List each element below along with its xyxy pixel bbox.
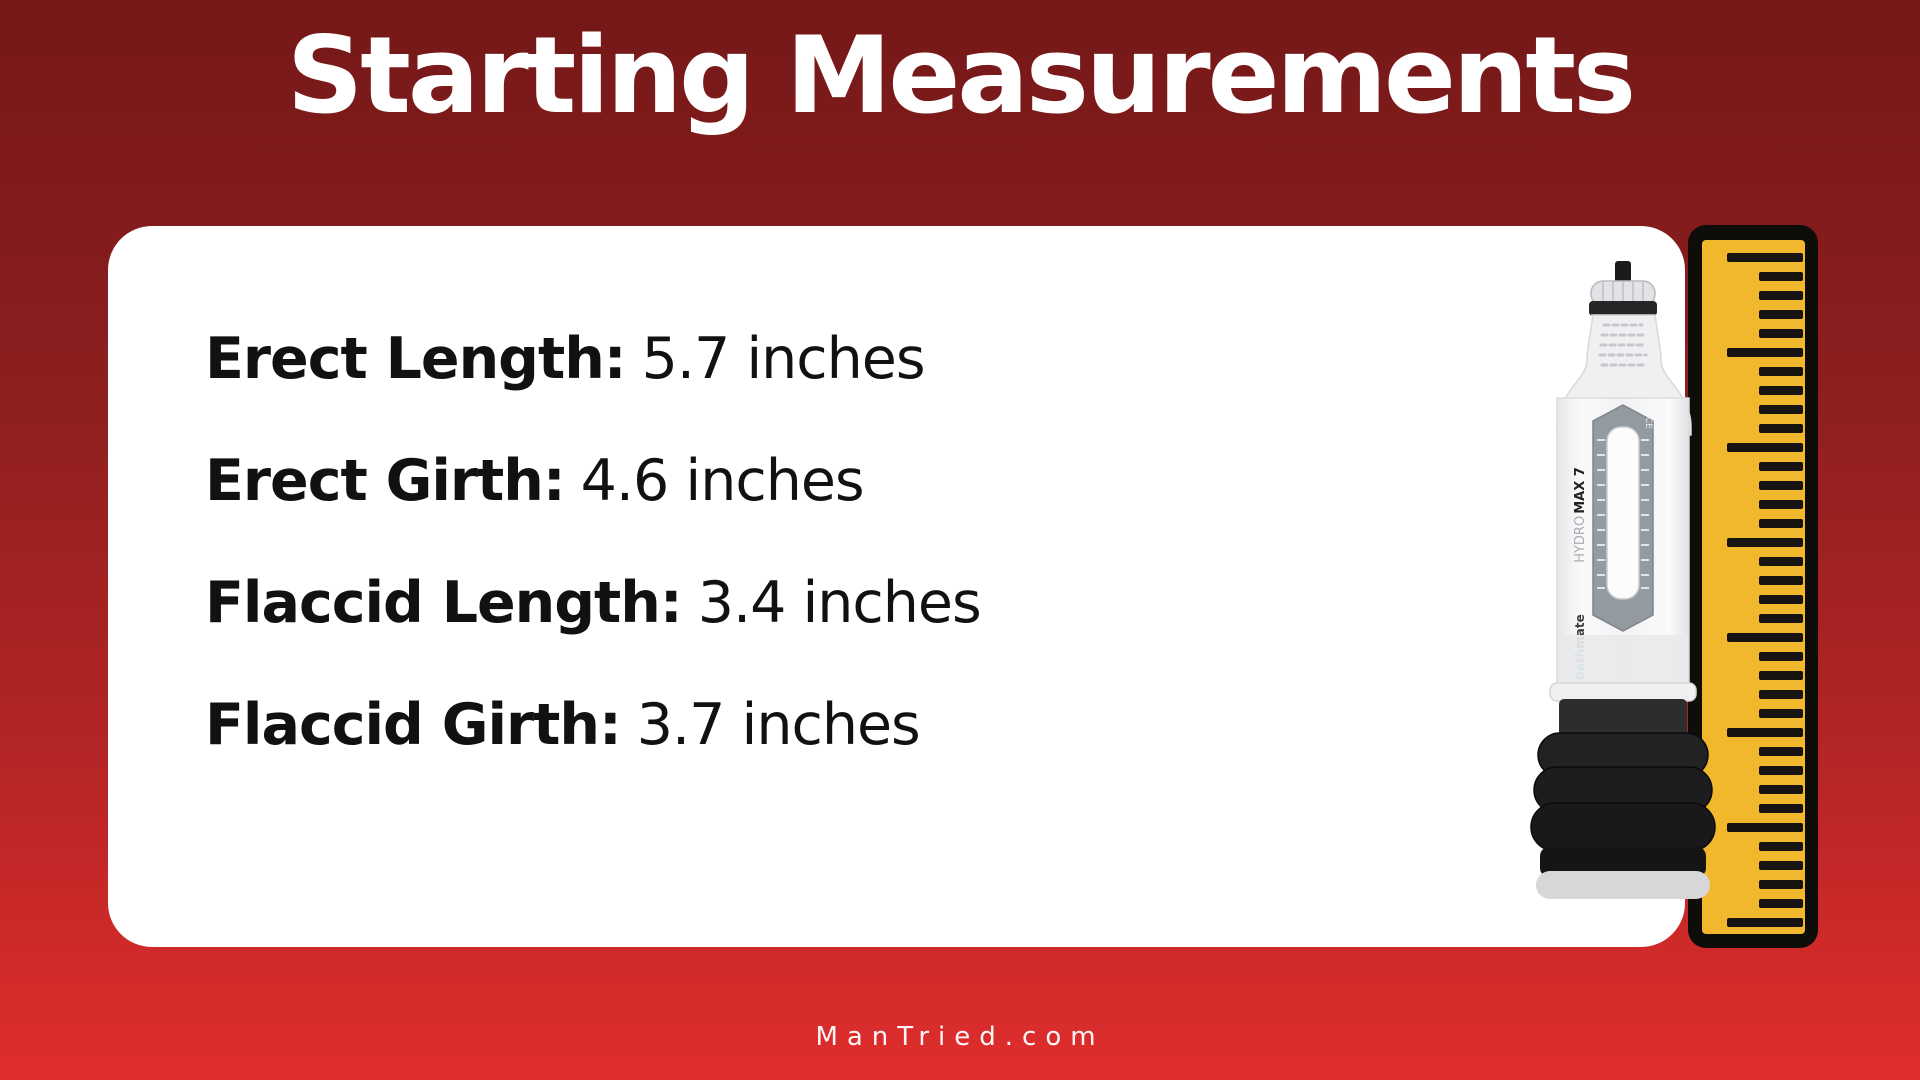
measurement-value: 4.6 inches <box>580 448 865 514</box>
minor-tick <box>1759 709 1803 718</box>
valve-crown <box>1590 280 1656 307</box>
measurement-value: 3.4 inches <box>697 570 982 636</box>
website-credit: ManTried.com <box>815 1022 1105 1052</box>
major-tick <box>1727 348 1803 357</box>
minor-tick <box>1759 291 1803 300</box>
minor-tick <box>1759 500 1803 509</box>
minor-tick <box>1759 272 1803 281</box>
ruler-illustration <box>1688 225 1818 948</box>
penis-pump-illustration: CE HYDROMAX 7 bathmate <box>1530 261 1716 899</box>
minor-tick <box>1759 842 1803 851</box>
measurement-value: 5.7 inches <box>641 326 926 392</box>
minor-tick <box>1759 652 1803 661</box>
measurement-row-flaccid-girth: Flaccid Girth: 3.7 inches <box>205 692 1685 758</box>
measurement-label: Flaccid Length: <box>205 570 683 636</box>
measurement-label: Erect Girth: <box>205 448 566 514</box>
minor-tick <box>1759 519 1803 528</box>
minor-tick <box>1759 861 1803 870</box>
model-label: HYDROMAX 7 <box>1573 467 1588 563</box>
major-tick <box>1727 253 1803 262</box>
measurement-row-erect-girth: Erect Girth: 4.6 inches <box>205 448 1685 514</box>
minor-tick <box>1759 880 1803 889</box>
page-title: Starting Measurements <box>286 14 1636 137</box>
minor-tick <box>1759 747 1803 756</box>
minor-tick <box>1759 671 1803 680</box>
minor-tick <box>1759 367 1803 376</box>
measurement-row-flaccid-length: Flaccid Length: 3.4 inches <box>205 570 1685 636</box>
measurement-value: 3.7 inches <box>636 692 921 758</box>
measurements-card: Erect Length: 5.7 inches Erect Girth: 4.6 … <box>108 226 1685 947</box>
minor-tick <box>1759 462 1803 471</box>
valve-ring <box>1589 301 1657 316</box>
major-tick <box>1727 918 1803 927</box>
major-tick <box>1727 633 1803 642</box>
minor-tick <box>1759 329 1803 338</box>
major-tick <box>1727 443 1803 452</box>
minor-tick <box>1759 595 1803 604</box>
minor-tick <box>1759 424 1803 433</box>
measurement-label: Erect Length: <box>205 326 627 392</box>
minor-tick <box>1759 310 1803 319</box>
major-tick <box>1727 728 1803 737</box>
frosted-band <box>1558 635 1688 685</box>
minor-tick <box>1759 614 1803 623</box>
major-tick <box>1727 538 1803 547</box>
ce-mark-label: CE <box>1643 417 1653 429</box>
minor-tick <box>1759 557 1803 566</box>
minor-tick <box>1759 899 1803 908</box>
minor-tick <box>1759 766 1803 775</box>
gauge-panel: CE <box>1592 404 1654 632</box>
major-tick <box>1727 823 1803 832</box>
measurement-label: Flaccid Girth: <box>205 692 622 758</box>
ruler-face <box>1702 240 1805 934</box>
base-disc <box>1536 871 1710 899</box>
minor-tick <box>1759 386 1803 395</box>
bellows <box>1530 732 1716 877</box>
minor-tick <box>1759 785 1803 794</box>
minor-tick <box>1759 690 1803 699</box>
minor-tick <box>1759 576 1803 585</box>
minor-tick <box>1759 481 1803 490</box>
minor-tick <box>1759 804 1803 813</box>
white-ring <box>1549 682 1697 702</box>
collar <box>1559 699 1687 737</box>
minor-tick <box>1759 405 1803 414</box>
measurement-row-erect-length: Erect Length: 5.7 inches <box>205 326 1685 392</box>
